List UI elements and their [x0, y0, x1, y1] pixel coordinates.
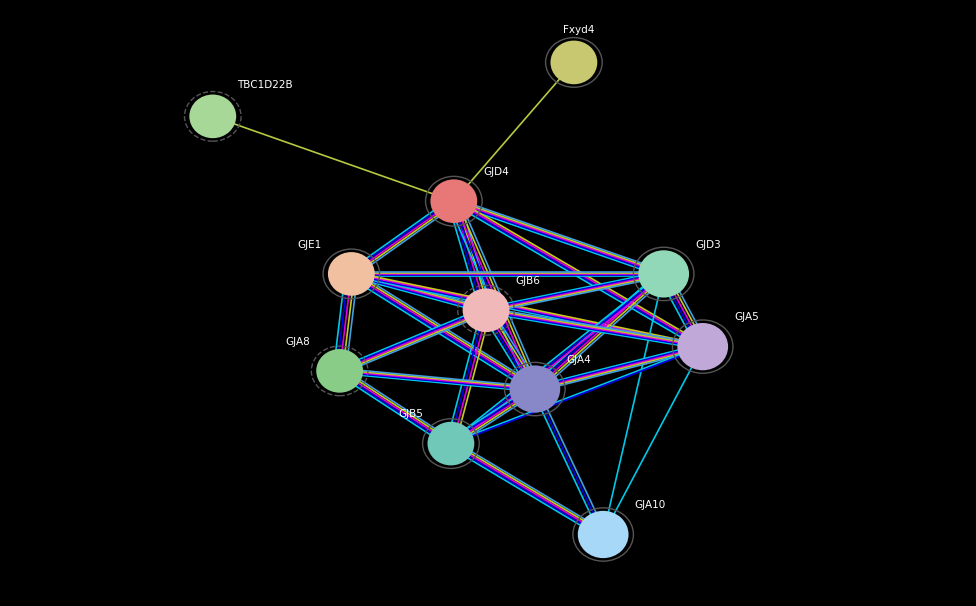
Ellipse shape: [509, 365, 560, 413]
Text: TBC1D22B: TBC1D22B: [237, 79, 293, 90]
Ellipse shape: [427, 422, 474, 465]
Ellipse shape: [328, 252, 375, 296]
Text: GJA4: GJA4: [566, 355, 590, 365]
Text: GJB5: GJB5: [399, 409, 424, 419]
Text: Fxyd4: Fxyd4: [563, 25, 594, 35]
Ellipse shape: [578, 511, 629, 558]
Ellipse shape: [316, 349, 363, 393]
Text: GJD4: GJD4: [483, 167, 508, 177]
Text: GJA10: GJA10: [634, 500, 666, 510]
Text: GJA5: GJA5: [734, 312, 758, 322]
Text: GJA8: GJA8: [286, 336, 310, 347]
Text: GJE1: GJE1: [298, 239, 322, 250]
Ellipse shape: [189, 95, 236, 138]
Ellipse shape: [430, 179, 477, 223]
Ellipse shape: [550, 41, 597, 84]
Text: GJD3: GJD3: [695, 239, 720, 250]
Ellipse shape: [638, 250, 689, 298]
Ellipse shape: [463, 288, 509, 332]
Text: GJB6: GJB6: [515, 276, 540, 286]
Ellipse shape: [677, 323, 728, 370]
